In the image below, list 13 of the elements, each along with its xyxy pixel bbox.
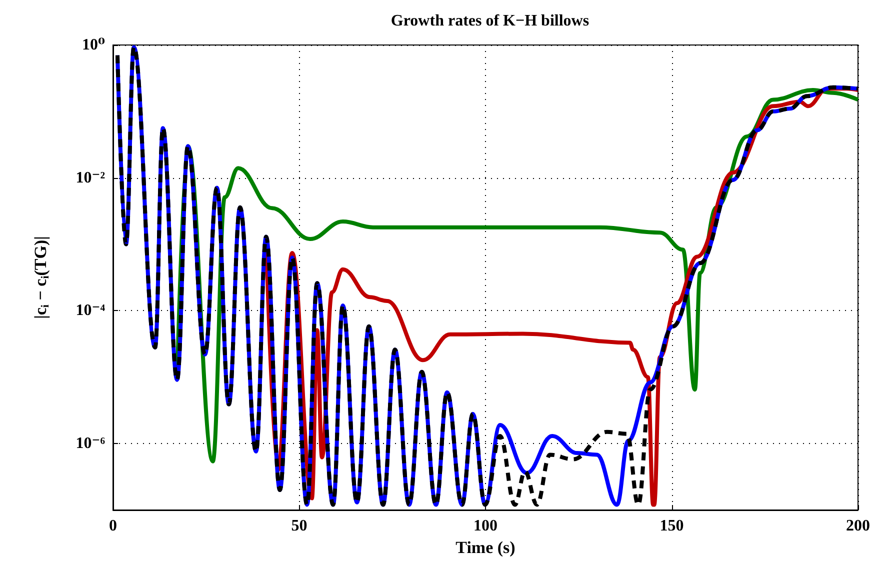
chart-title: Growth rates of K−H billows — [390, 12, 590, 30]
y-tick-label: 10⁰ — [82, 36, 105, 54]
x-tick-label: 100 — [474, 518, 498, 534]
x-axis-title: Time (s) — [456, 538, 516, 557]
x-tick-label: 150 — [660, 518, 684, 534]
x-tick-label: 50 — [291, 518, 308, 534]
y-axis-title: |ci − ci(TG)| — [31, 236, 52, 319]
line-series — [115, 45, 860, 507]
x-tick-label: 0 — [109, 518, 117, 534]
y-tick-label: 10⁻² — [76, 169, 106, 186]
x-tick-label: 200 — [846, 518, 870, 534]
y-tick-label: 10⁻⁴ — [76, 302, 106, 320]
y-tick-label: 10⁻⁶ — [76, 435, 106, 452]
